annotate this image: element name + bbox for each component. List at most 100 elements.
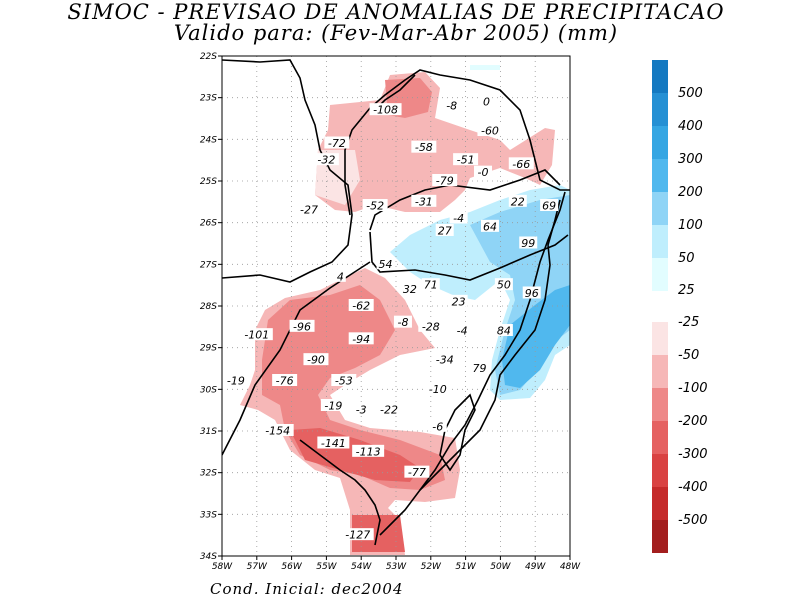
anomaly-value-label: 22 (511, 195, 525, 208)
anomaly-value-label: -32 (317, 154, 335, 167)
anomaly-value-label: 64 (483, 220, 497, 233)
anomaly-value-label: -58 (415, 141, 433, 154)
legend-label: -25 (678, 315, 699, 330)
anomaly-value-label: -28 (422, 320, 440, 333)
anomaly-value-label: -108 (373, 104, 398, 117)
anomaly-value-label: -8 (446, 100, 457, 113)
anomaly-value-label: -77 (408, 466, 426, 479)
value-label-background (362, 199, 388, 211)
value-label-background (453, 324, 472, 336)
value-label-background (261, 424, 294, 436)
anomaly-value-label: -76 (276, 375, 294, 388)
lon-tick-label: 51W (455, 562, 476, 572)
lat-tick-label: 29S (200, 344, 217, 354)
anomaly-value-label: 84 (497, 325, 511, 338)
value-label-background (449, 294, 468, 307)
state-border-line (222, 59, 353, 283)
anomaly-value-label: -62 (352, 300, 370, 313)
anomaly-value-label: -96 (293, 320, 311, 333)
initial-condition-label: Cond. Inicial: dec2004 (210, 580, 404, 598)
anomaly-value-label: -53 (335, 375, 353, 388)
lagoon-outline (439, 393, 476, 472)
value-label-background (453, 153, 479, 166)
anomaly-value-label: -127 (345, 529, 370, 542)
value-label-background (435, 224, 454, 236)
anomaly-value-label: 99 (521, 237, 535, 250)
lon-tick-label: 49W (525, 562, 546, 572)
value-label-background (470, 361, 489, 374)
map-axes: 22S23S24S25S26S27S28S29S30S31S32S33S34S5… (200, 52, 581, 572)
anomaly-value-label: 69 (542, 200, 556, 213)
state-border-line (344, 69, 570, 216)
anomaly-value-label: 71 (424, 279, 438, 292)
value-label-background (289, 319, 315, 332)
lat-tick-label: 22S (200, 52, 217, 62)
value-label-background (508, 157, 534, 170)
lon-tick-label: 52W (421, 562, 442, 572)
state-border-line (299, 439, 381, 546)
legend-label: 300 (678, 152, 703, 167)
value-label-background (411, 140, 437, 153)
anomaly-value-label: 4 (337, 270, 344, 283)
lon-tick-label: 54W (351, 562, 372, 572)
anomaly-value-label: -0 (478, 166, 489, 179)
legend-label: -100 (678, 381, 708, 396)
value-label-background (418, 319, 444, 332)
lat-tick-label: 25S (200, 177, 217, 187)
legend-swatch-negative (652, 487, 668, 520)
value-label-background (352, 403, 371, 416)
legend-label: 400 (678, 119, 703, 134)
value-label-background (477, 124, 503, 136)
color-legend: 500 400 300 200 100 50 25 -25 -50 -100 -200 -300 -40… (652, 60, 708, 553)
anomaly-value-label: -19 (227, 375, 245, 388)
value-label-background (494, 278, 513, 291)
legend-swatch-positive (652, 225, 668, 258)
anomaly-value-label: -141 (321, 437, 346, 450)
lat-tick-label: 26S (200, 219, 217, 229)
value-label-background (352, 444, 385, 457)
value-label-background (331, 374, 357, 386)
legend-swatch-negative (652, 520, 668, 553)
anomaly-value-label: -8 (397, 316, 408, 329)
value-label-background (272, 374, 298, 386)
anomaly-value-label: 27 (438, 225, 452, 238)
value-label-background (223, 374, 249, 386)
coastline (419, 191, 566, 491)
value-label-background (296, 203, 322, 216)
anomaly-value-label: 50 (497, 279, 511, 292)
legend-swatch-negative (652, 454, 668, 487)
value-label-background (428, 419, 447, 432)
anomaly-value-label: -6 (432, 420, 443, 433)
legend-label: -500 (678, 513, 708, 528)
anomaly-value-label: -34 (436, 354, 454, 367)
anomaly-value-label: -4 (453, 212, 464, 225)
value-label-background (404, 465, 430, 478)
lat-tick-label: 30S (200, 385, 217, 395)
anomaly-value-label: -101 (244, 329, 269, 342)
value-label-background (425, 382, 451, 395)
legend-swatch-positive (652, 93, 668, 126)
value-label-background (494, 324, 513, 336)
anomaly-value-label: -10 (429, 383, 447, 396)
anomaly-value-label: -154 (265, 425, 290, 438)
anomaly-value-label: -79 (436, 175, 454, 188)
legend-swatch-positive (652, 60, 668, 93)
value-label-background (369, 103, 402, 116)
legend-label: -200 (678, 414, 708, 429)
anomaly-value-label: -19 (324, 400, 342, 413)
legend-label: 500 (678, 86, 703, 101)
value-label-background (313, 153, 339, 166)
chart-title: SIMOC - PREVISAO DE ANOMALIAS DE PRECIPI… (67, 0, 725, 24)
value-label-background (341, 528, 374, 541)
lat-tick-label: 24S (200, 135, 217, 145)
positive-anomaly-area-east-strong (502, 285, 570, 388)
lat-tick-label: 34S (200, 552, 217, 562)
anomaly-value-label: -90 (307, 354, 325, 367)
legend-swatch-negative (652, 322, 668, 355)
anomaly-value-label: 32 (403, 283, 417, 296)
anomaly-value-label: 79 (473, 362, 487, 375)
anomaly-value-label: -113 (356, 445, 381, 458)
legend-label: -300 (678, 447, 708, 462)
state-border-line (369, 231, 569, 281)
